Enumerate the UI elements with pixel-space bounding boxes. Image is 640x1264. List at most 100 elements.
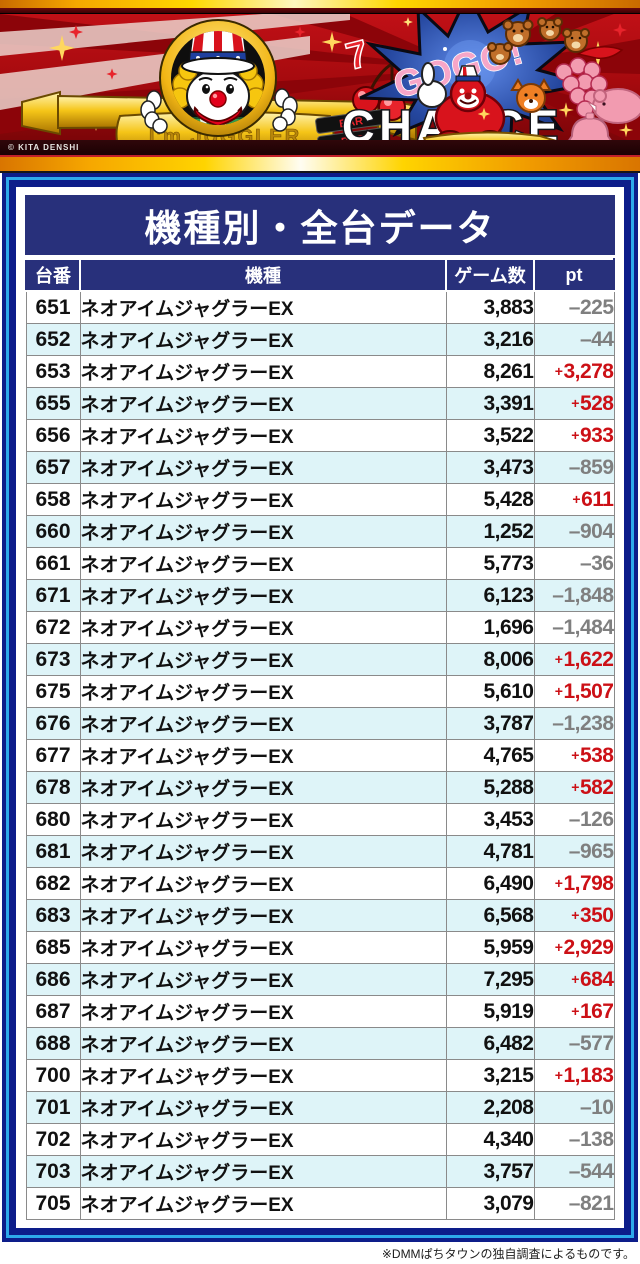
cell-model-name: ネオアイムジャグラーEX: [79, 1155, 447, 1188]
cell-game-count: 3,522: [445, 419, 535, 452]
cell-pt: –821: [533, 1187, 615, 1220]
cell-pt: –36: [533, 547, 615, 580]
header-model: 機種: [79, 258, 447, 292]
table-row: 651 ネオアイムジャグラーEX 3,883 –225: [25, 290, 615, 324]
cell-pt: –1,238: [533, 707, 615, 740]
plus-sign: +: [554, 362, 563, 379]
table-row: 652 ネオアイムジャグラーEX 3,216 –44: [25, 323, 615, 356]
copyright-text: © KITA DENSHI: [8, 143, 80, 152]
bar-text: BAR: [340, 133, 365, 140]
table-row: 676 ネオアイムジャグラーEX 3,787 –1,238: [25, 707, 615, 740]
bear-characters: [487, 17, 590, 65]
cell-pt: –10: [533, 1091, 615, 1124]
plus-sign: +: [571, 394, 579, 411]
cell-model-name: ネオアイムジャグラーEX: [79, 387, 447, 420]
cell-model-name: ネオアイムジャグラーEX: [79, 611, 447, 644]
red-clown-character: [417, 62, 506, 140]
cell-pt: –126: [533, 803, 615, 836]
cell-model-name: ネオアイムジャグラーEX: [79, 771, 447, 804]
cell-model-name: ネオアイムジャグラーEX: [79, 1091, 447, 1124]
cell-model-name: ネオアイムジャグラーEX: [79, 419, 447, 452]
cell-game-count: 1,696: [445, 611, 535, 644]
plus-sign: +: [571, 426, 579, 443]
data-panel: 機種別・全台データ 台番 機種 ゲーム数 pt 651 ネオアイムジャグラーEX 3…: [2, 173, 638, 1242]
clown-gloves: [140, 88, 298, 134]
cell-unit-number: 671: [25, 579, 81, 612]
cell-pt: –1,848: [533, 579, 615, 612]
cell-game-count: 3,215: [445, 1059, 535, 1092]
table-row: 653 ネオアイムジャグラーEX 8,261 +3,278: [25, 355, 615, 388]
juggler-coin-logo: [140, 19, 298, 137]
table-row: 675 ネオアイムジャグラーEX 5,610 +1,507: [25, 675, 615, 708]
cell-pt: +1,183: [533, 1059, 615, 1092]
table-row: 661 ネオアイムジャグラーEX 5,773 –36: [25, 547, 615, 580]
cell-pt: +350: [533, 899, 615, 932]
cell-pt: +582: [533, 771, 615, 804]
plus-sign: +: [554, 874, 563, 891]
cell-game-count: 2,208: [445, 1091, 535, 1124]
fox-character: [510, 78, 552, 113]
cell-pt: +167: [533, 995, 615, 1028]
table-row: 683 ネオアイムジャグラーEX 6,568 +350: [25, 899, 615, 932]
table-row: 660 ネオアイムジャグラーEX 1,252 –904: [25, 515, 615, 548]
rhino-character: [587, 88, 640, 124]
cell-game-count: 3,216: [445, 323, 535, 356]
cell-game-count: 6,568: [445, 899, 535, 932]
page-title: 機種別・全台データ: [25, 195, 615, 255]
plus-sign: +: [554, 682, 563, 699]
table-row: 680 ネオアイムジャグラーEX 3,453 –126: [25, 803, 615, 836]
cell-model-name: ネオアイムジャグラーEX: [79, 451, 447, 484]
cell-unit-number: 661: [25, 547, 81, 580]
table-row: 678 ネオアイムジャグラーEX 5,288 +582: [25, 771, 615, 804]
cell-pt: +3,278: [533, 355, 615, 388]
cell-model-name: ネオアイムジャグラーEX: [79, 1059, 447, 1092]
cell-model-name: ネオアイムジャグラーEX: [79, 739, 447, 772]
cell-pt: –544: [533, 1155, 615, 1188]
table-row: 685 ネオアイムジャグラーEX 5,959 +2,929: [25, 931, 615, 964]
table-row: 656 ネオアイムジャグラーEX 3,522 +933: [25, 419, 615, 452]
table-row: 673 ネオアイムジャグラーEX 8,006 +1,622: [25, 643, 615, 676]
cell-unit-number: 702: [25, 1123, 81, 1156]
cell-unit-number: 673: [25, 643, 81, 676]
cell-game-count: 3,883: [445, 290, 535, 324]
table-row: 681 ネオアイムジャグラーEX 4,781 –965: [25, 835, 615, 868]
cell-game-count: 5,773: [445, 547, 535, 580]
cell-unit-number: 660: [25, 515, 81, 548]
cell-unit-number: 676: [25, 707, 81, 740]
cell-game-count: 6,123: [445, 579, 535, 612]
cell-game-count: 6,490: [445, 867, 535, 900]
table-row: 682 ネオアイムジャグラーEX 6,490 +1,798: [25, 867, 615, 900]
cell-unit-number: 686: [25, 963, 81, 996]
cell-game-count: 8,261: [445, 355, 535, 388]
plus-sign: +: [571, 746, 579, 763]
plus-sign: +: [571, 1002, 579, 1019]
cell-unit-number: 656: [25, 419, 81, 452]
cell-unit-number: 701: [25, 1091, 81, 1124]
cell-pt: –1,484: [533, 611, 615, 644]
cell-game-count: 3,453: [445, 803, 535, 836]
cell-model-name: ネオアイムジャグラーEX: [79, 290, 447, 324]
cell-pt: –44: [533, 323, 615, 356]
cell-game-count: 4,781: [445, 835, 535, 868]
machine-data-table: 台番 機種 ゲーム数 pt 651 ネオアイムジャグラーEX 3,883 –225 65…: [25, 258, 615, 1220]
cell-model-name: ネオアイムジャグラーEX: [79, 515, 447, 548]
cell-model-name: ネオアイムジャグラーEX: [79, 1123, 447, 1156]
cell-unit-number: 681: [25, 835, 81, 868]
cell-unit-number: 705: [25, 1187, 81, 1220]
header-unit-number: 台番: [25, 258, 81, 292]
cell-game-count: 5,919: [445, 995, 535, 1028]
cell-unit-number: 652: [25, 323, 81, 356]
cell-game-count: 3,079: [445, 1187, 535, 1220]
cell-model-name: ネオアイムジャグラーEX: [79, 579, 447, 612]
cell-game-count: 5,288: [445, 771, 535, 804]
cell-pt: +2,929: [533, 931, 615, 964]
cell-game-count: 5,610: [445, 675, 535, 708]
table-body: 651 ネオアイムジャグラーEX 3,883 –225 652 ネオアイムジャグラーEX 3…: [25, 290, 615, 1220]
cell-game-count: 4,765: [445, 739, 535, 772]
cell-model-name: ネオアイムジャグラーEX: [79, 707, 447, 740]
cell-model-name: ネオアイムジャグラーEX: [79, 355, 447, 388]
cell-pt: –577: [533, 1027, 615, 1060]
bar-symbols: BAR BAR: [315, 108, 389, 140]
table-row: 703 ネオアイムジャグラーEX 3,757 –544: [25, 1155, 615, 1188]
cell-pt: –138: [533, 1123, 615, 1156]
